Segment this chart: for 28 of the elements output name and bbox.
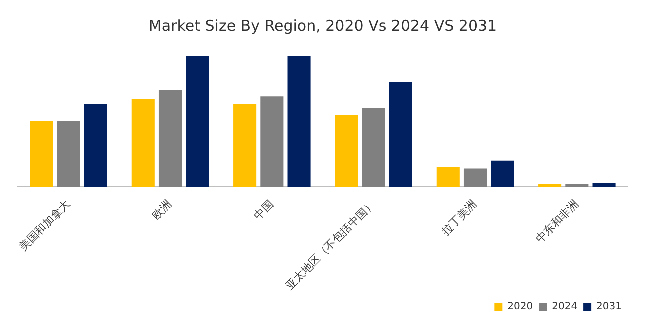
- bar: [57, 122, 80, 188]
- bar: [234, 104, 257, 188]
- bar: [186, 56, 210, 188]
- x-tick-label: 中国: [252, 198, 276, 222]
- chart-title: Market Size By Region, 2020 Vs 2024 VS 2031: [148, 16, 498, 35]
- bar: [592, 183, 616, 188]
- bar: [288, 56, 311, 188]
- x-tick-label: 欧洲: [150, 198, 175, 222]
- bar: [30, 122, 54, 188]
- bar: [158, 90, 182, 188]
- bar: [436, 167, 460, 188]
- bar: [260, 96, 284, 188]
- legend-label: 2031: [596, 302, 622, 313]
- x-tick-label: 美国和加拿大: [17, 198, 73, 254]
- legend-label: 2024: [552, 302, 578, 313]
- x-tick-label: 拉丁美洲: [439, 198, 480, 238]
- x-tick-label: 中东和非洲: [533, 198, 582, 246]
- bar: [132, 99, 155, 188]
- bar: [464, 168, 488, 188]
- bar: [389, 82, 412, 188]
- bar: [538, 184, 562, 188]
- bar: [491, 160, 514, 188]
- x-tick-label: 亚太地区（不包括中国）: [283, 198, 378, 292]
- bar: [362, 108, 386, 188]
- bar: [566, 184, 589, 188]
- bar: [84, 104, 108, 188]
- legend-label: 2020: [508, 302, 534, 313]
- bar: [335, 115, 358, 188]
